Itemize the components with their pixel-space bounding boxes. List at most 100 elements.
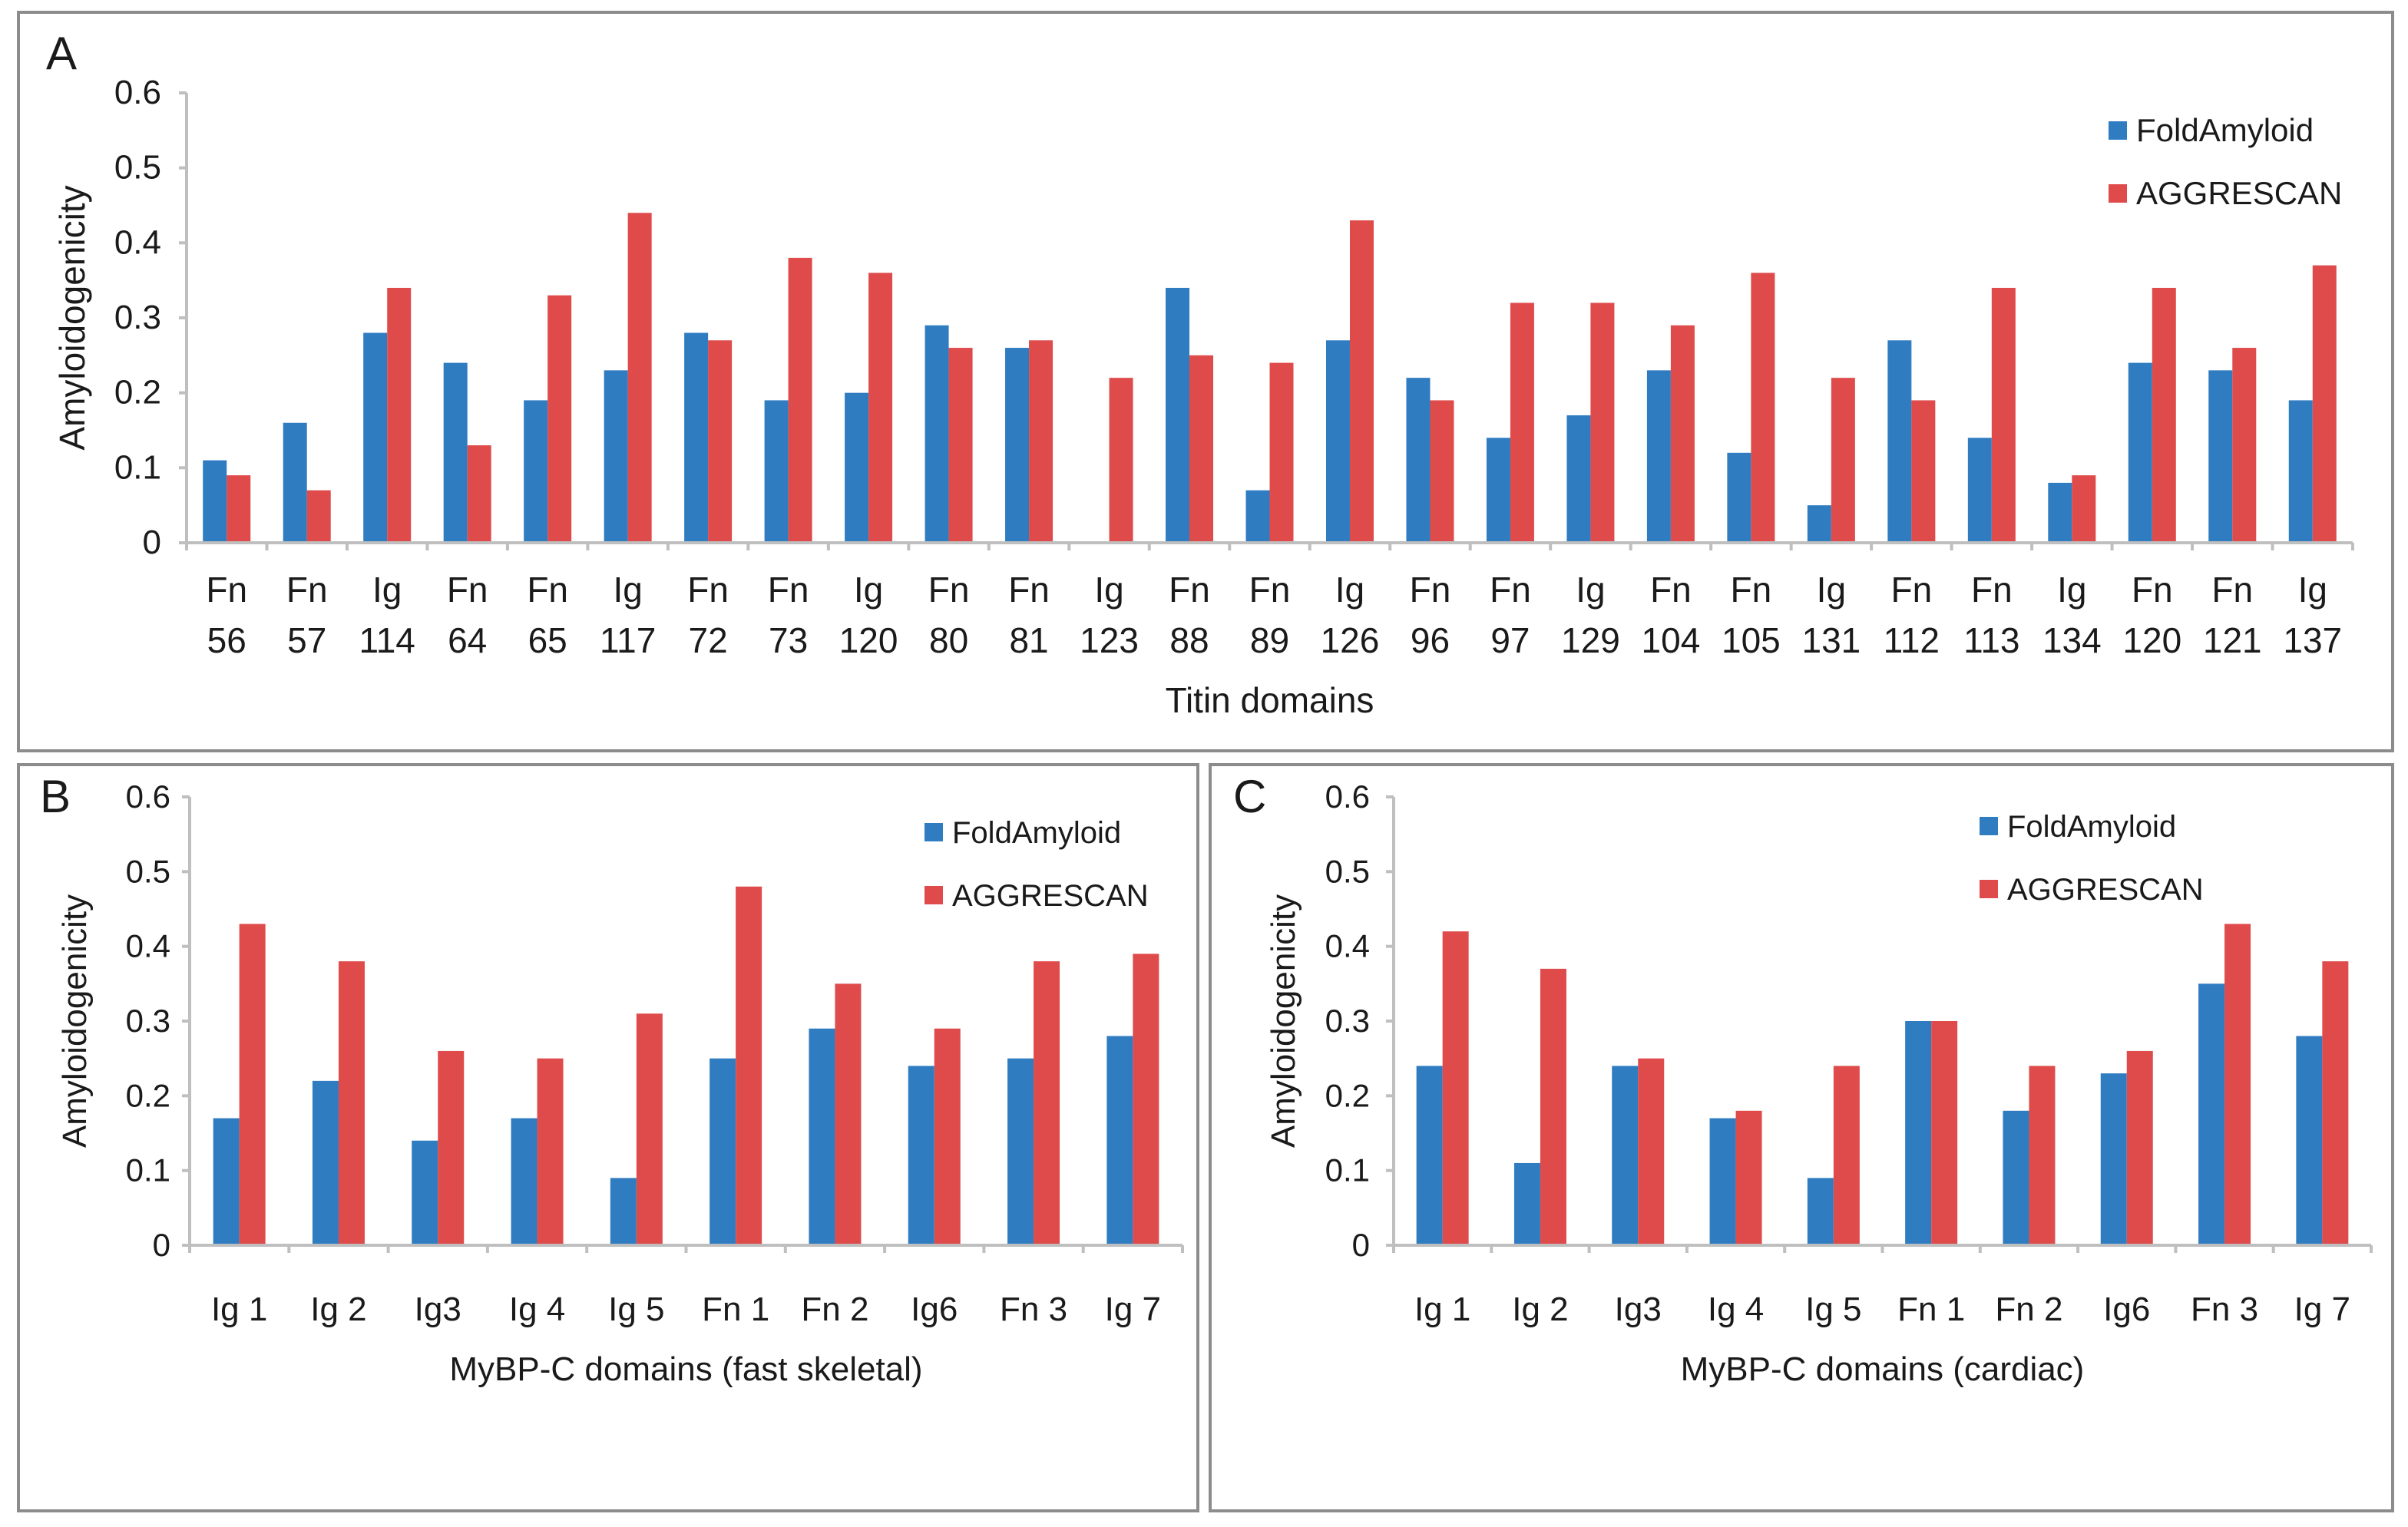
bar-foldamyloid-20 xyxy=(1807,505,1831,543)
x-tick-label: Ig 5 xyxy=(608,1291,664,1328)
x-tick-label: Ig 7 xyxy=(1105,1291,1161,1328)
x-tick-label-line2: 114 xyxy=(359,620,415,660)
x-tick-label: Ig 5 xyxy=(1805,1291,1861,1328)
bar-foldamyloid-23 xyxy=(2048,482,2072,543)
legend-swatch-aggrescan xyxy=(2109,184,2127,203)
x-tick-label: Fn xyxy=(1891,570,1933,610)
bar-aggrescan-6 xyxy=(835,983,862,1245)
bar-foldamyloid-5 xyxy=(710,1058,736,1245)
bar-aggrescan-7 xyxy=(788,257,812,543)
bar-aggrescan-3 xyxy=(537,1058,564,1245)
panel-b: B 0 0.1 0.2 0.3 0.4 0.5 0.6 Amyloidogenicity Ig 1… xyxy=(17,763,1199,1512)
bar-foldamyloid-19 xyxy=(1727,452,1751,543)
bar-aggrescan-2 xyxy=(1638,1058,1665,1245)
x-tick-label: Fn 3 xyxy=(1000,1291,1067,1328)
bar-foldamyloid-8 xyxy=(2198,983,2225,1245)
x-tick-label-line2: 117 xyxy=(600,620,656,660)
x-tick-label-line2: 126 xyxy=(1321,620,1380,660)
x-tick-label-line2: 81 xyxy=(1009,620,1048,660)
bar-aggrescan-0 xyxy=(1442,931,1469,1245)
bar-foldamyloid-1 xyxy=(1513,1162,1540,1245)
bar-aggrescan-10 xyxy=(1029,340,1054,543)
x-tick-label: Ig xyxy=(613,570,642,610)
x-tick-label-line2: 73 xyxy=(769,620,808,660)
bar-foldamyloid-18 xyxy=(1646,370,1671,543)
y-tick-label: 0 xyxy=(153,1227,170,1263)
bar-aggrescan-8 xyxy=(868,273,893,543)
panel-label: A xyxy=(46,28,77,79)
bar-aggrescan-13 xyxy=(1269,362,1294,543)
bar-aggrescan-21 xyxy=(1911,400,1936,543)
x-tick-label-line2: 121 xyxy=(2203,620,2262,660)
bar-aggrescan-5 xyxy=(736,886,762,1245)
bar-foldamyloid-13 xyxy=(1245,490,1270,543)
x-tick-label: Ig xyxy=(1094,570,1123,610)
x-tick-label: Fn xyxy=(928,570,970,610)
y-axis-label: Amyloidogenicity xyxy=(1265,894,1302,1148)
bar-aggrescan-1 xyxy=(306,490,331,543)
x-tick-label: Fn xyxy=(1650,570,1692,610)
bar-foldamyloid-0 xyxy=(203,460,227,543)
y-tick-label: 0.3 xyxy=(1325,1003,1370,1039)
x-tick-label-line2: 134 xyxy=(2043,620,2102,660)
bar-aggrescan-2 xyxy=(387,287,412,543)
bar-foldamyloid-6 xyxy=(2003,1110,2029,1245)
x-tick-label: Fn 2 xyxy=(1995,1291,2062,1328)
x-tick-label: Fn xyxy=(687,570,729,610)
x-tick-label: Ig xyxy=(2057,570,2086,610)
x-tick-label-line2: 113 xyxy=(1963,620,2019,660)
legend-swatch-aggrescan xyxy=(925,886,943,904)
bar-aggrescan-9 xyxy=(948,348,973,543)
y-tick-label: 0.2 xyxy=(126,1077,170,1113)
bar-aggrescan-12 xyxy=(1189,355,1214,543)
bar-aggrescan-17 xyxy=(1590,302,1615,543)
x-tick-label: Fn xyxy=(2211,570,2253,610)
y-tick-label: 0 xyxy=(143,524,161,561)
x-tick-label: Ig xyxy=(1335,570,1364,610)
bar-foldamyloid-5 xyxy=(604,370,628,543)
bar-foldamyloid-3 xyxy=(443,362,468,543)
x-tick-label: Fn xyxy=(447,570,488,610)
bar-foldamyloid-1 xyxy=(312,1080,339,1245)
bar-aggrescan-14 xyxy=(1349,220,1374,543)
bar-foldamyloid-6 xyxy=(809,1028,835,1245)
x-tick-label: Fn xyxy=(1169,570,1210,610)
x-tick-label: Ig 7 xyxy=(2294,1291,2350,1328)
x-tick-label: Fn xyxy=(1971,570,2013,610)
bar-aggrescan-6 xyxy=(708,340,733,543)
x-tick-label: Ig 2 xyxy=(1512,1291,1568,1328)
x-tick-label-line2: 96 xyxy=(1411,620,1450,660)
x-tick-label-line2: 120 xyxy=(839,620,898,660)
legend-label-aggrescan: AGGRESCAN xyxy=(2136,175,2342,211)
bar-aggrescan-11 xyxy=(1109,378,1133,543)
bar-aggrescan-19 xyxy=(1751,273,1775,543)
x-tick-label: Fn 3 xyxy=(2191,1291,2258,1328)
bar-foldamyloid-0 xyxy=(213,1118,240,1245)
x-tick-label: Ig 1 xyxy=(211,1291,267,1328)
x-tick-label-line2: 129 xyxy=(1561,620,1620,660)
x-tick-label: Fn xyxy=(527,570,568,610)
bar-foldamyloid-8 xyxy=(845,392,869,543)
bar-foldamyloid-21 xyxy=(1887,340,1912,543)
bar-foldamyloid-6 xyxy=(684,332,709,543)
x-tick-label-line2: 112 xyxy=(1884,620,1940,660)
bar-aggrescan-26 xyxy=(2312,265,2337,543)
bar-aggrescan-20 xyxy=(1831,378,1855,543)
bar-foldamyloid-26 xyxy=(2288,400,2313,543)
y-axis-label: Amyloidogenicity xyxy=(56,894,94,1148)
x-tick-label: Fn xyxy=(2132,570,2173,610)
x-tick-label-line2: 123 xyxy=(1080,620,1139,660)
y-tick-label: 0.4 xyxy=(1325,928,1370,964)
x-tick-label-line2: 104 xyxy=(1642,620,1701,660)
x-tick-label: Ig xyxy=(1817,570,1846,610)
x-tick-label: Fn xyxy=(1731,570,1772,610)
x-tick-label-line2: 88 xyxy=(1169,620,1209,660)
x-tick-label: Ig 4 xyxy=(1708,1291,1764,1328)
y-tick-label: 0.2 xyxy=(1325,1077,1370,1113)
bar-aggrescan-23 xyxy=(2072,475,2096,543)
bar-aggrescan-7 xyxy=(934,1028,961,1245)
x-tick-label: Ig 4 xyxy=(509,1291,565,1328)
legend-label-foldamyloid: FoldAmyloid xyxy=(2136,112,2314,148)
legend-label-foldamyloid: FoldAmyloid xyxy=(2007,810,2176,844)
bar-aggrescan-8 xyxy=(1034,961,1060,1245)
